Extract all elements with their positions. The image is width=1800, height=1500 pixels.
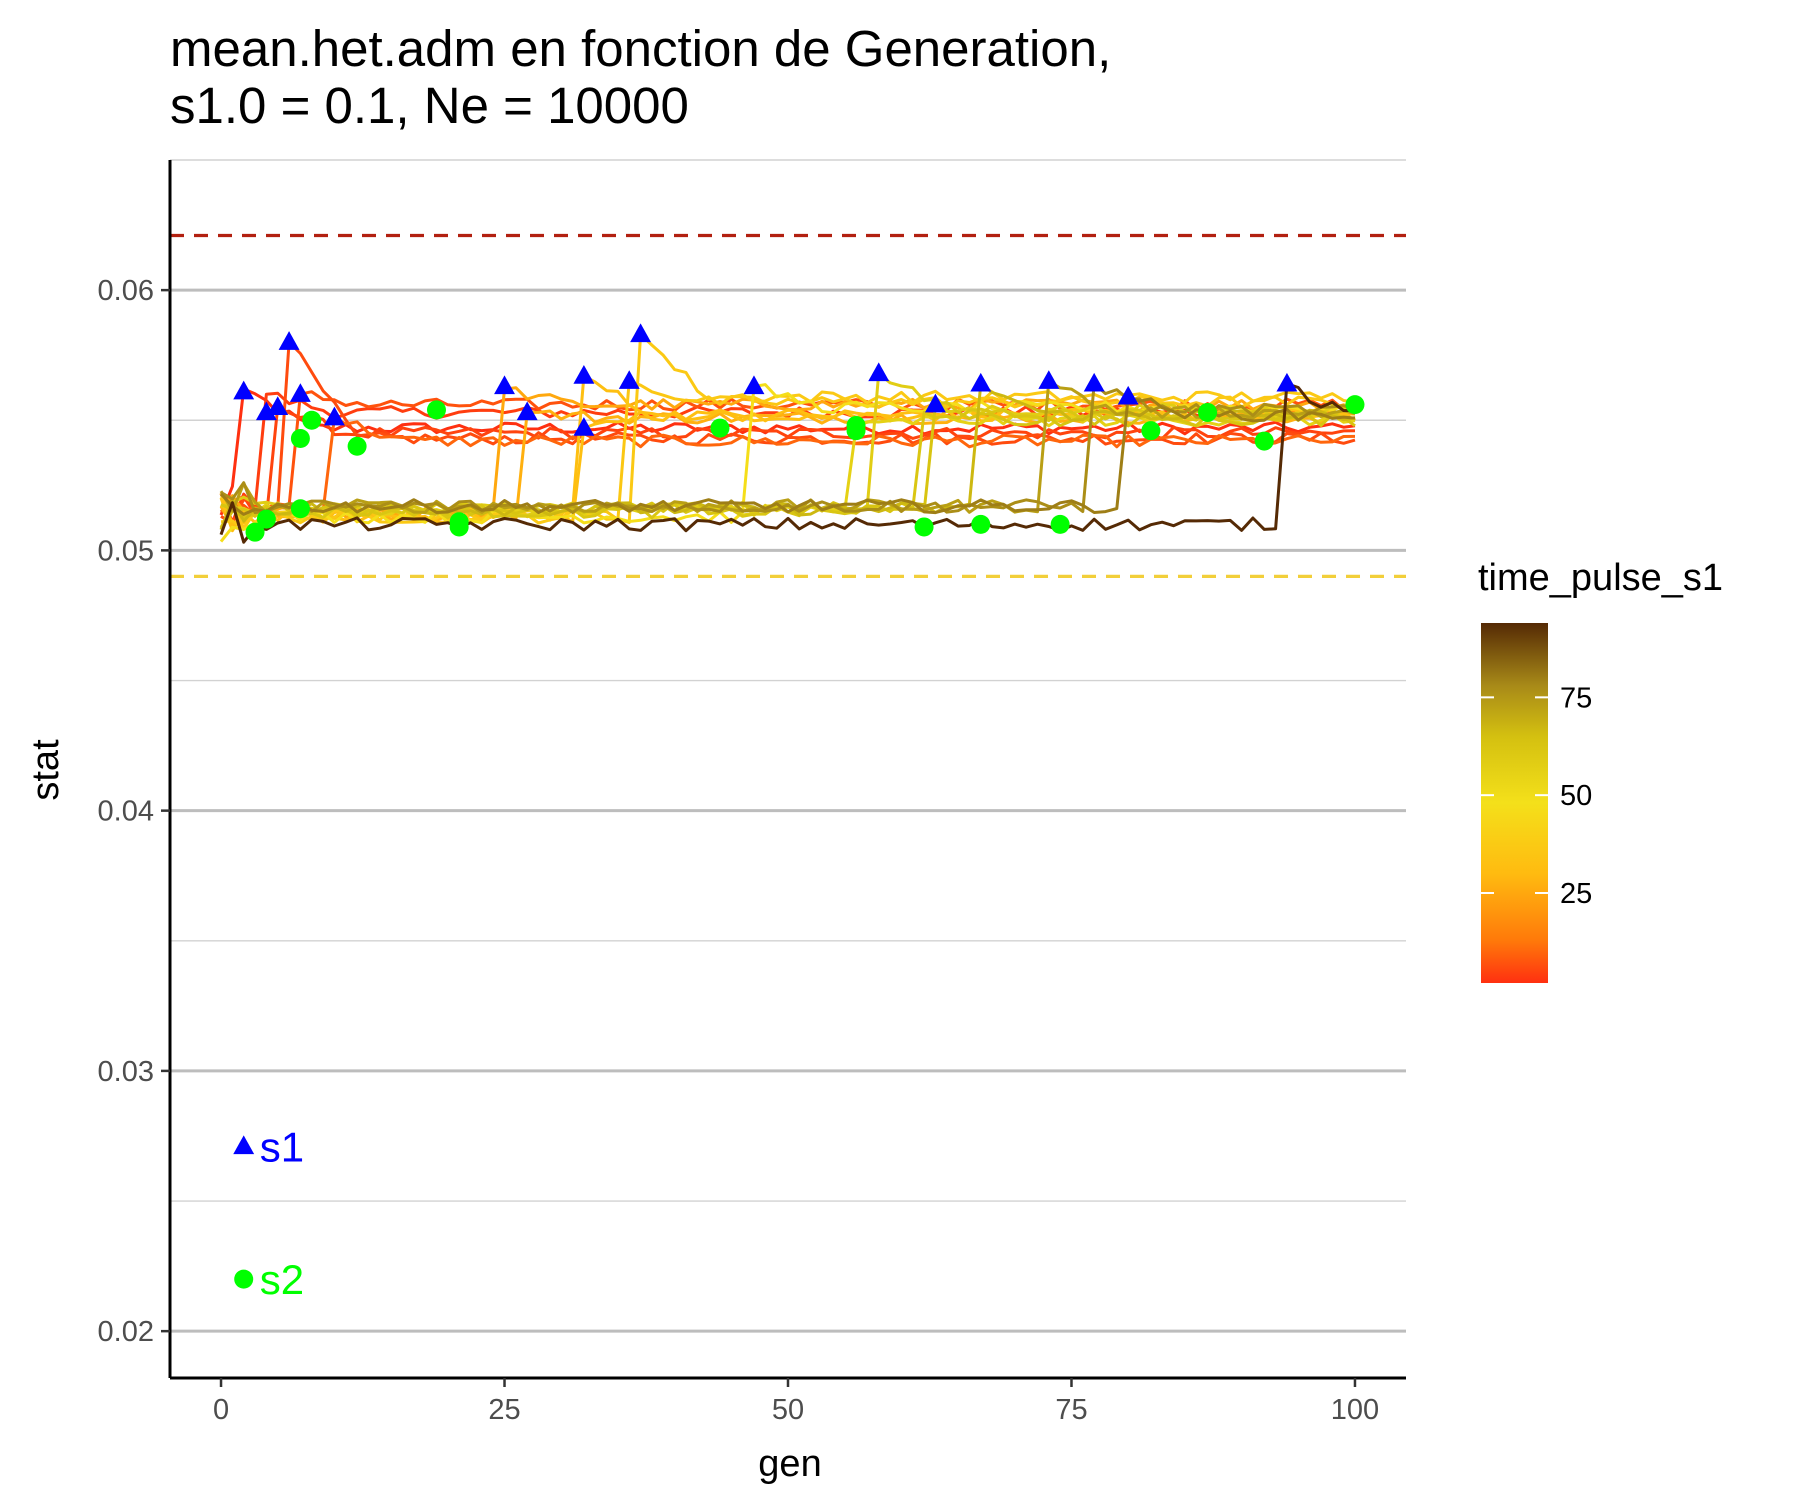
series-line bbox=[219, 395, 1356, 516]
s2-marker bbox=[710, 418, 730, 438]
s1-marker bbox=[278, 331, 300, 350]
y-tick-label: 0.05 bbox=[98, 535, 154, 567]
s2-marker bbox=[245, 522, 265, 542]
s1-marker bbox=[970, 372, 992, 392]
s1-marker bbox=[289, 383, 311, 402]
x-tick-label: 50 bbox=[772, 1394, 804, 1426]
y-tick-label: 0.06 bbox=[98, 275, 154, 307]
annotation-s1-label: s1 bbox=[260, 1123, 304, 1170]
y-tick-label: 0.03 bbox=[98, 1056, 154, 1088]
y-tick-label: 0.04 bbox=[98, 796, 154, 828]
s2-marker bbox=[971, 514, 991, 534]
series-line bbox=[219, 391, 1356, 524]
pulse-markers bbox=[233, 323, 1365, 542]
s1-marker bbox=[323, 406, 345, 426]
s2-marker bbox=[290, 428, 310, 448]
s1-marker bbox=[1117, 385, 1139, 405]
s1-marker bbox=[743, 375, 765, 395]
series-line bbox=[220, 379, 1356, 530]
s1-marker bbox=[1083, 372, 1105, 392]
s2-marker bbox=[426, 400, 446, 420]
annotation-s1-marker bbox=[233, 1135, 255, 1155]
s2-marker bbox=[1345, 395, 1365, 415]
s1-marker bbox=[868, 362, 890, 382]
series-line bbox=[219, 379, 1356, 514]
chart-title-line-2: s1.0 = 0.1, Ne = 10000 bbox=[170, 77, 689, 134]
s2-marker bbox=[449, 512, 469, 532]
s2-marker bbox=[256, 509, 276, 529]
chart-title-line-1: mean.het.adm en fonction de Generation, bbox=[170, 20, 1111, 77]
y-tick-label: 0.02 bbox=[98, 1316, 154, 1348]
legend-tick-label: 25 bbox=[1560, 878, 1592, 910]
s2-marker bbox=[290, 499, 310, 519]
s1-marker bbox=[573, 417, 595, 436]
series-line bbox=[220, 332, 1356, 531]
s1-marker bbox=[573, 365, 595, 384]
s2-marker bbox=[1141, 421, 1161, 441]
s2-marker bbox=[846, 415, 866, 435]
s1-marker bbox=[618, 370, 640, 389]
series-line bbox=[219, 382, 1356, 544]
s2-marker bbox=[1198, 402, 1218, 422]
s1-marker bbox=[1276, 372, 1298, 392]
s2-marker bbox=[1254, 431, 1274, 451]
series-lines bbox=[219, 332, 1356, 544]
s1-marker bbox=[255, 401, 277, 421]
legend-title: time_pulse_s1 bbox=[1478, 557, 1723, 599]
x-tick-label: 75 bbox=[1055, 1394, 1087, 1426]
legend-tick-label: 50 bbox=[1560, 780, 1592, 812]
s1-marker bbox=[494, 375, 515, 395]
s1-marker bbox=[630, 323, 652, 343]
s1-marker bbox=[1038, 370, 1060, 389]
legend-colorbar bbox=[1481, 623, 1548, 983]
series-line bbox=[219, 387, 1356, 516]
marker-annotations: s1 s2 bbox=[233, 1123, 304, 1303]
x-tick-label: 100 bbox=[1331, 1394, 1379, 1426]
annotation-s2-marker bbox=[234, 1269, 254, 1289]
s2-marker bbox=[302, 410, 322, 430]
grid-lines bbox=[170, 159, 1406, 1333]
x-tick-label: 25 bbox=[488, 1394, 520, 1426]
legend-ticks: 25 50 75 bbox=[1481, 682, 1592, 910]
s2-marker bbox=[914, 517, 934, 537]
legend-tick-label: 75 bbox=[1560, 682, 1592, 714]
axes: 0.02 0.03 0.04 0.05 0.06 0 25 50 75 100 bbox=[98, 160, 1406, 1426]
s2-marker bbox=[347, 436, 367, 456]
s1-marker bbox=[516, 401, 538, 421]
s1-marker bbox=[924, 393, 946, 413]
x-tick-label: 0 bbox=[213, 1394, 229, 1426]
series-line bbox=[219, 416, 1356, 517]
reference-lines bbox=[170, 233, 1406, 579]
y-axis-title: stat bbox=[25, 739, 67, 801]
s2-marker bbox=[1050, 514, 1070, 534]
s1-marker bbox=[267, 396, 289, 415]
x-axis-title: gen bbox=[758, 1443, 821, 1485]
s1-marker bbox=[233, 380, 255, 400]
series-line bbox=[220, 340, 1356, 525]
annotation-s2-label: s2 bbox=[260, 1256, 304, 1303]
